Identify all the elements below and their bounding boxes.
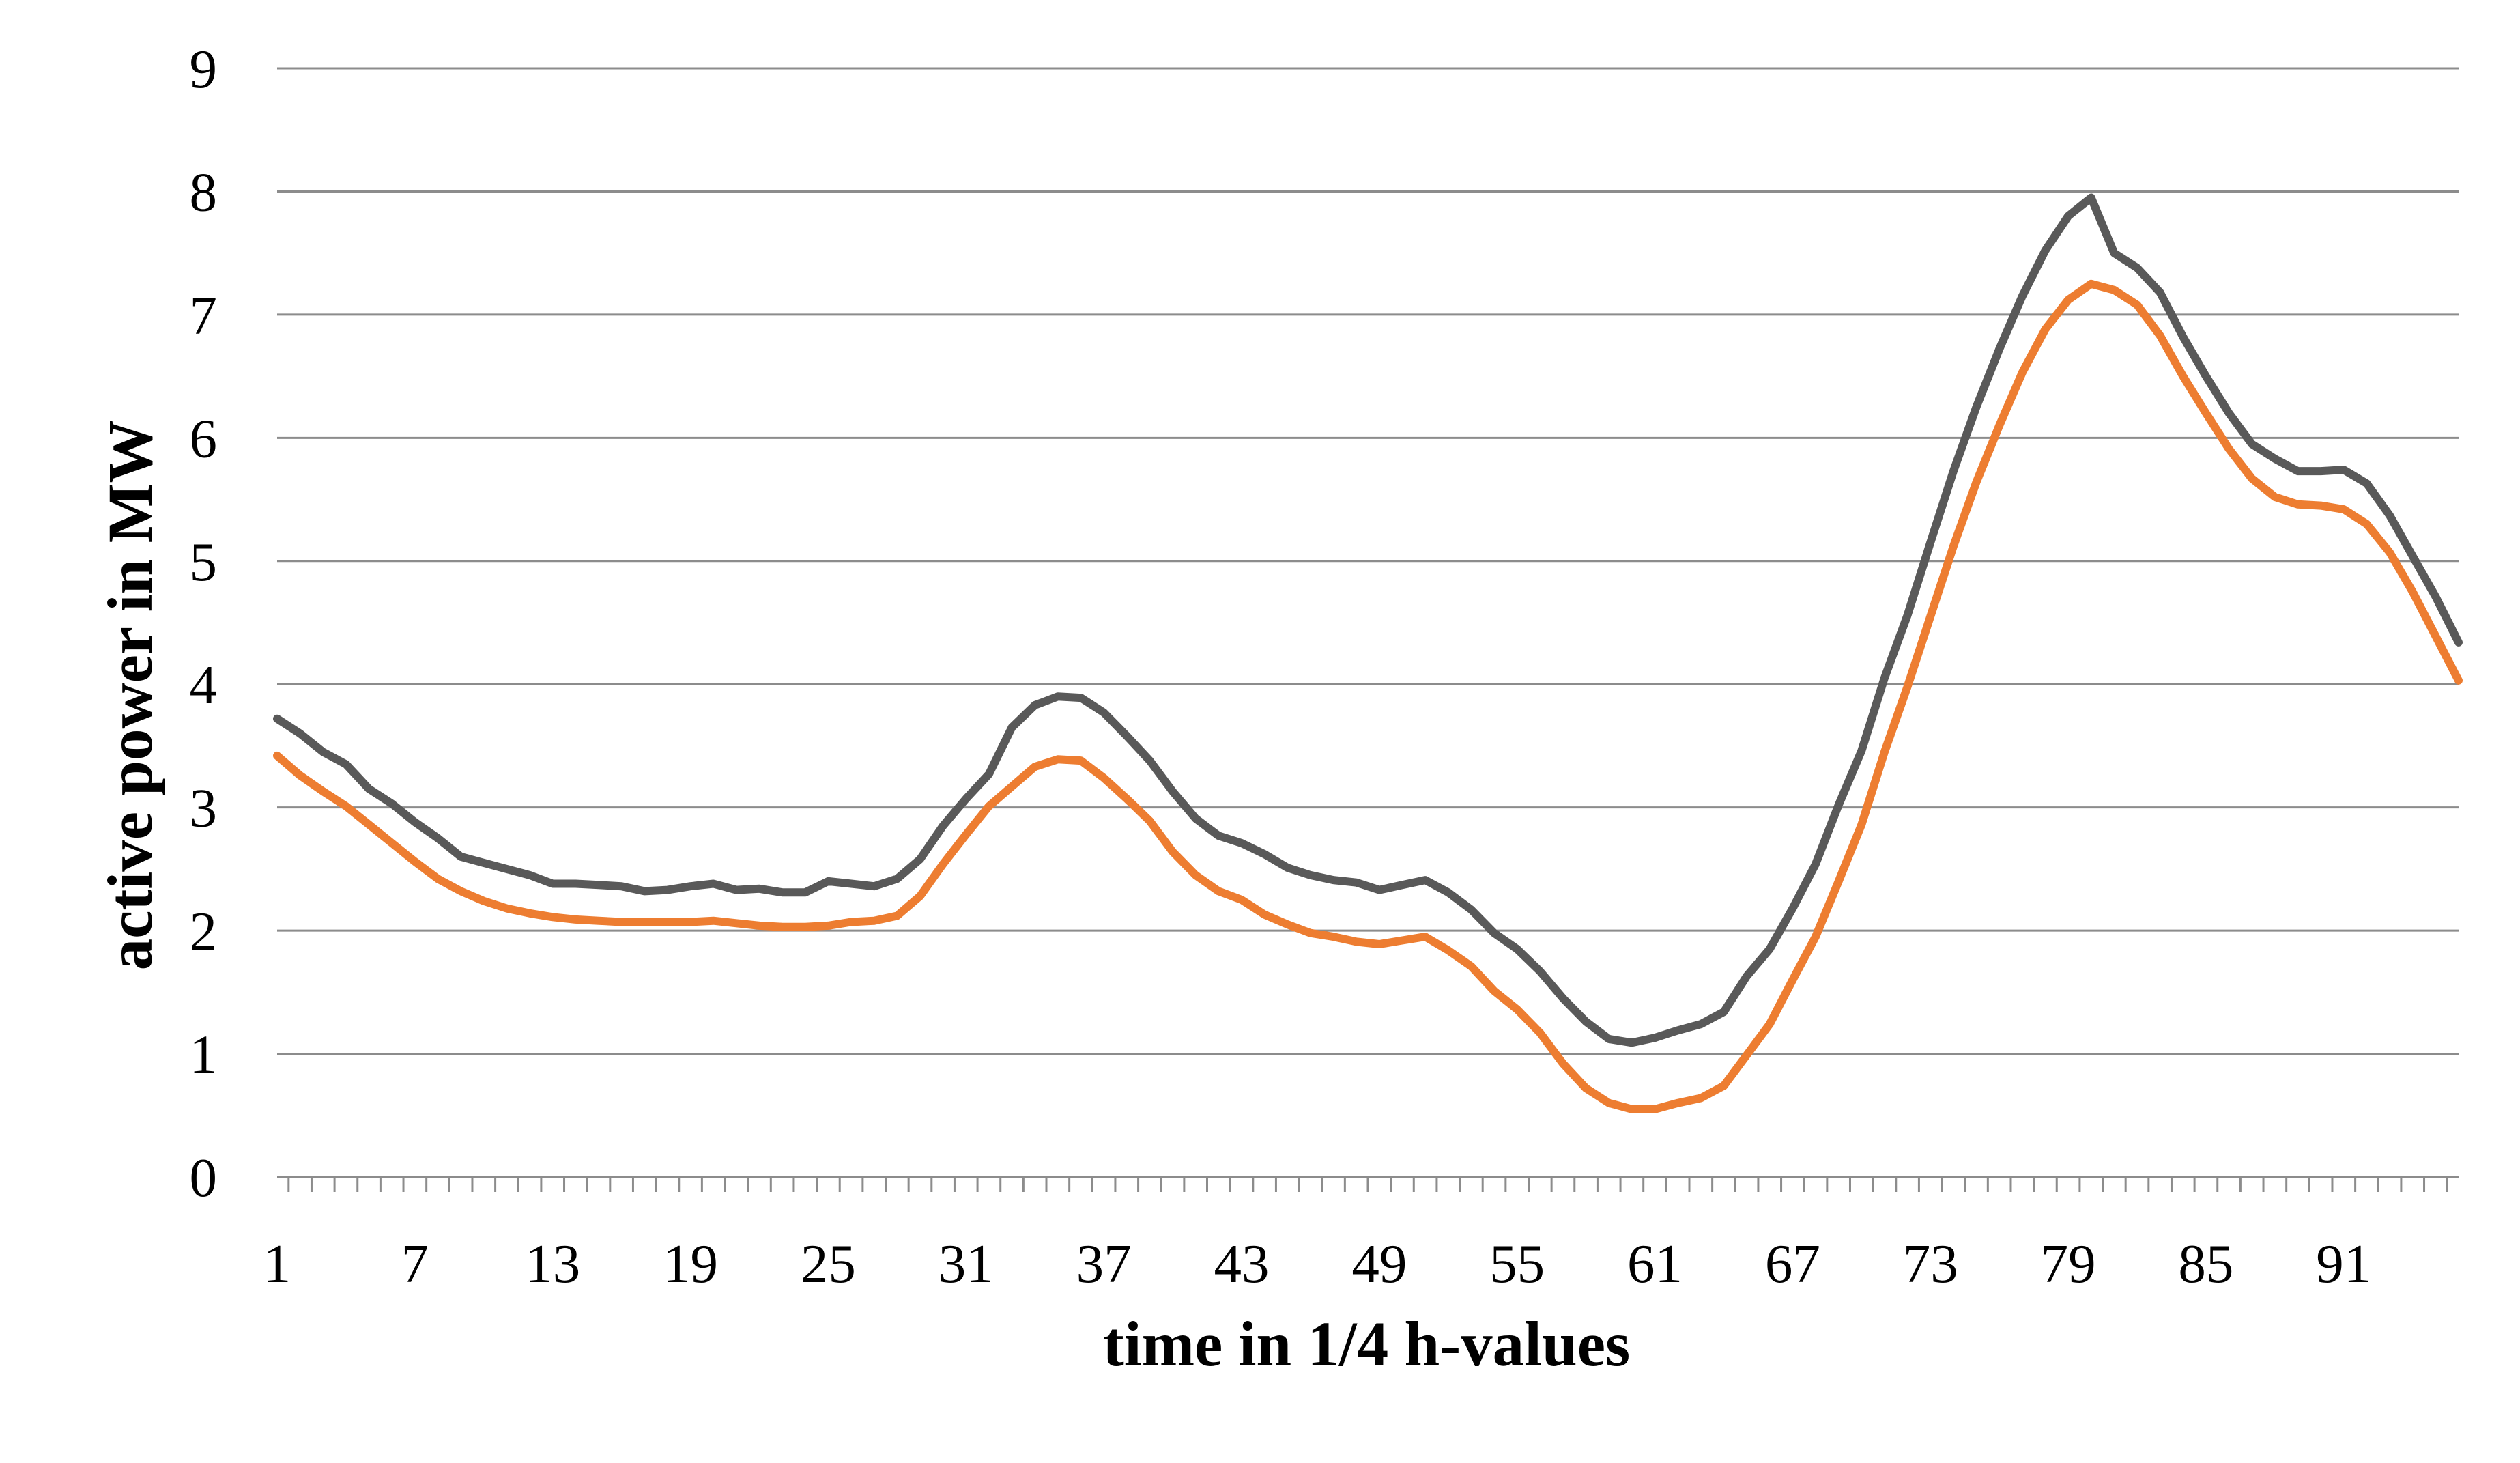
- x-tick-label: 73: [1903, 1233, 1958, 1294]
- y-tick-label: 3: [190, 778, 218, 839]
- x-tick-label: 7: [401, 1233, 429, 1294]
- x-tick-label: 61: [1627, 1233, 1683, 1294]
- y-tick-label: 9: [190, 38, 218, 100]
- y-axis-title: active power in MW: [96, 420, 166, 971]
- x-tick-label: 55: [1489, 1233, 1545, 1294]
- x-tick-label: 1: [263, 1233, 291, 1294]
- x-tick-label: 49: [1351, 1233, 1407, 1294]
- x-axis: [277, 1176, 2459, 1192]
- x-tick-label: 85: [2178, 1233, 2233, 1294]
- y-tick-label: 4: [190, 654, 218, 715]
- y-tick-label: 0: [190, 1147, 218, 1208]
- y-tick-labels: 0 1 2 3 4 5 6 7 8 9: [190, 38, 218, 1208]
- y-tick-label: 2: [190, 900, 218, 962]
- x-tick-label: 19: [663, 1233, 718, 1294]
- x-tick-label: 25: [801, 1233, 856, 1294]
- gridlines: [277, 67, 2459, 1055]
- y-tick-label: 7: [190, 285, 218, 346]
- series-line-1: [273, 193, 2463, 1047]
- x-axis-title: time in 1/4 h-values: [1103, 1309, 1630, 1380]
- y-tick-label: 8: [190, 161, 218, 223]
- x-tick-label: 37: [1076, 1233, 1132, 1294]
- x-tick-labels: 1 7 13 19 25 31 37 43 49 55 61 67 73 79 85 91: [263, 1233, 2372, 1294]
- series-line-2: [273, 279, 2463, 1113]
- x-tick-label: 91: [2316, 1233, 2371, 1294]
- x-tick-label: 43: [1214, 1233, 1269, 1294]
- y-tick-label: 5: [190, 531, 218, 593]
- series-lines: [273, 193, 2463, 1113]
- x-tick-label: 67: [1765, 1233, 1820, 1294]
- y-tick-label: 1: [190, 1024, 218, 1085]
- x-tick-label: 13: [525, 1233, 580, 1294]
- y-tick-label: 6: [190, 408, 218, 469]
- x-tick-label: 79: [2041, 1233, 2096, 1294]
- x-tick-label: 31: [939, 1233, 994, 1294]
